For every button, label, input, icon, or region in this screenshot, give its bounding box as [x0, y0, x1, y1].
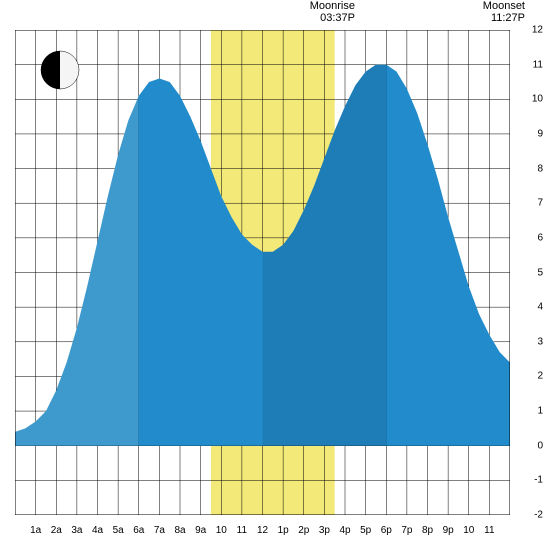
x-tick: 2p: [298, 525, 309, 536]
moonrise-label: Moonrise: [310, 0, 355, 12]
header-labels: Moonrise 03:37P Moonset 11:27P: [245, 0, 525, 28]
x-tick: 1p: [278, 525, 289, 536]
moonrise-group: Moonrise 03:37P: [310, 0, 355, 24]
moon-phase-icon: [40, 50, 80, 90]
x-tick: 7p: [401, 525, 412, 536]
x-tick: 5p: [360, 525, 371, 536]
x-tick: 3p: [319, 525, 330, 536]
y-tick: 2: [525, 371, 543, 382]
y-tick: 4: [525, 302, 543, 313]
y-tick: 3: [525, 336, 543, 347]
y-axis: -2-10123456789101112: [525, 30, 545, 515]
plot-area: [15, 30, 510, 515]
moonset-time: 11:27P: [483, 12, 525, 24]
x-tick: 7a: [154, 525, 165, 536]
y-tick: 1: [525, 406, 543, 417]
y-tick: 5: [525, 267, 543, 278]
x-tick: 11: [237, 525, 247, 536]
x-tick: 9a: [195, 525, 206, 536]
y-tick: 6: [525, 232, 543, 243]
x-tick: 6a: [133, 525, 144, 536]
x-tick: 5a: [113, 525, 124, 536]
y-tick: 10: [525, 94, 543, 105]
tide-chart: Moonrise 03:37P Moonset 11:27P 1a 2a 3a 4a 5…: [0, 0, 550, 550]
y-tick: 7: [525, 198, 543, 209]
moonset-group: Moonset 11:27P: [483, 0, 525, 24]
x-tick: 10: [216, 525, 227, 536]
y-tick: 12: [525, 25, 543, 36]
y-tick: 8: [525, 163, 543, 174]
x-tick: 12: [257, 525, 268, 536]
moonrise-time: 03:37P: [310, 12, 355, 24]
x-tick: 2a: [51, 525, 62, 536]
x-tick: 11: [484, 525, 494, 536]
y-tick: 11: [525, 59, 543, 70]
x-tick: 3a: [71, 525, 82, 536]
x-tick: 10: [463, 525, 474, 536]
x-tick: 9p: [443, 525, 454, 536]
x-tick: 4p: [339, 525, 350, 536]
x-axis: 1a 2a 3a 4a 5a 6a 7a 8a 9a 10 11 12 1p 2p 3p 4p 5p 6p 7p 8p…: [15, 525, 510, 540]
y-tick: 9: [525, 128, 543, 139]
moonset-label: Moonset: [483, 0, 525, 12]
x-tick: 8p: [422, 525, 433, 536]
y-tick: 0: [525, 440, 543, 451]
x-tick: 1a: [30, 525, 41, 536]
y-tick: -2: [525, 510, 543, 521]
y-tick: -1: [525, 475, 543, 486]
x-tick: 8a: [174, 525, 185, 536]
x-tick: 4a: [92, 525, 103, 536]
x-tick: 6p: [381, 525, 392, 536]
